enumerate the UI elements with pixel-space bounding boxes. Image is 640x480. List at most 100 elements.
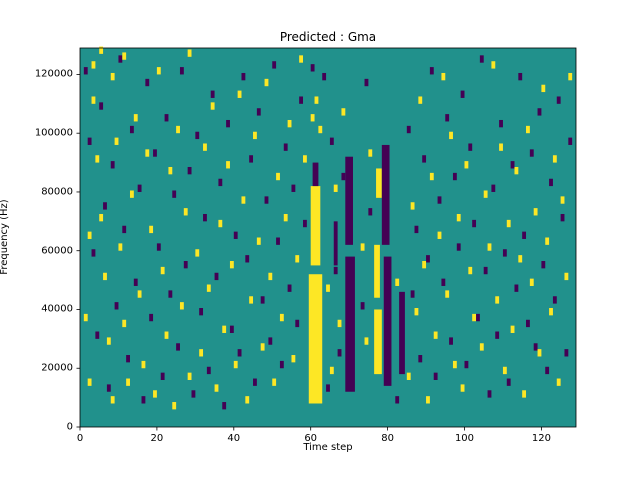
x-tick-label: 120 [531,433,551,444]
heatmap-cell-high [472,313,477,322]
heatmap-cell-high [537,349,542,357]
heatmap-cell-high [491,61,496,69]
heatmap-cell-high [395,278,400,286]
heatmap-cell-high [368,149,373,157]
heatmap-cell-high [518,255,523,263]
heatmap-cell-high [118,243,123,251]
heatmap-cell-low [368,208,373,216]
heatmap-cell-low [422,155,427,163]
heatmap-cell-high [552,155,557,163]
heatmap-cell-high [264,78,269,87]
heatmap-cell-low [526,319,530,328]
heatmap-band [312,162,319,187]
heatmap-cell-high [103,272,107,281]
heatmap-cell-high [291,355,296,363]
heatmap-cell-high [360,243,365,251]
heatmap-cell-high [564,272,569,281]
heatmap-cell-high [160,266,165,275]
x-tick-label: 40 [227,433,241,444]
heatmap-cell-low [514,284,519,292]
heatmap-cell-low [268,337,273,345]
heatmap-cell-low [249,155,254,163]
heatmap-cell-low [310,64,315,72]
heatmap-cell-low [476,313,480,322]
heatmap-cell-low [106,384,111,392]
heatmap-cell-low [164,114,169,122]
heatmap-cell-high [483,190,488,198]
heatmap-cell-high [122,319,127,328]
heatmap-cell-high [237,90,242,98]
heatmap-cell-high [114,137,119,145]
heatmap-cell-low [245,255,250,263]
heatmap-cell-high [514,166,519,175]
heatmap-cell-low [287,284,292,292]
heatmap-cell-low [537,108,542,116]
heatmap-cell-high [464,161,469,169]
heatmap-cell-low [195,131,200,140]
heatmap-cell-high [241,196,246,204]
heatmap-cell-high [91,96,96,104]
heatmap-cell-low [510,161,515,169]
heatmap-band [333,221,338,266]
heatmap-cell-high [437,231,442,239]
y-tick-label: 20000 [41,362,73,374]
x-tick-label: 80 [381,433,394,444]
heatmap-cell-high [341,108,346,116]
heatmap-cell-high [479,343,484,351]
heatmap-cell-high [110,396,115,404]
heatmap-cell-low [87,137,92,145]
heatmap-cell-high [418,96,423,104]
heatmap-cell-low [533,343,538,351]
heatmap-cell-high [295,255,300,263]
heatmap-cell-high [187,372,192,380]
heatmap-cell-low [222,402,227,410]
heatmap-band [376,168,382,198]
y-axis-label: Frequency (Hz) [0,199,10,275]
heatmap-cell-high [333,184,338,192]
heatmap-cell-high [414,308,419,316]
heatmap-cell-high [510,325,515,333]
heatmap-cell-high [153,390,157,398]
heatmap-cell-low [429,67,434,75]
heatmap-band [308,274,323,404]
heatmap-cell-high [199,349,204,357]
heatmap-cell-low [191,390,196,398]
heatmap-cell-low [99,102,104,110]
heatmap-cell-low [299,96,304,104]
heatmap-cell-low [103,202,107,210]
heatmap-cell-low [133,278,138,286]
heatmap-cell-high [141,360,146,369]
heatmap-cell-low [233,231,238,239]
heatmap-cell-low [210,90,215,98]
heatmap-cell-high [441,72,446,81]
heatmap-cell-high [495,296,500,304]
heatmap-cell-low [241,72,246,81]
heatmap-cell-high [468,266,473,275]
heatmap-cell-high [549,308,553,316]
heatmap-cell-high [445,290,450,298]
heatmap-cell-low [187,166,192,175]
heatmap-cell-high [429,172,434,181]
heatmap-cell-low [479,55,484,63]
heatmap-cell-low [279,360,284,369]
heatmap-cell-high [110,72,115,81]
heatmap-cell-low [137,184,142,192]
heatmap-cell-high [526,125,530,134]
heatmap-cell-low [95,331,100,339]
heatmap-cell-high [126,378,130,386]
heatmap-cell-low [322,72,327,81]
heatmap-cell-high [145,149,150,157]
heatmap-cell-low [426,255,430,263]
heatmap-cell-low [206,366,211,375]
y-tick-label: 40000 [41,303,73,315]
heatmap-cell-low [229,325,234,333]
heatmap-cell-high [502,366,507,375]
heatmap-cell-high [168,166,173,175]
heatmap-cell-low [560,213,565,222]
heatmap-band [310,186,321,266]
heatmap-cell-high [99,46,104,54]
heatmap-cell-high [364,337,369,345]
heatmap-cell-high [426,396,430,404]
